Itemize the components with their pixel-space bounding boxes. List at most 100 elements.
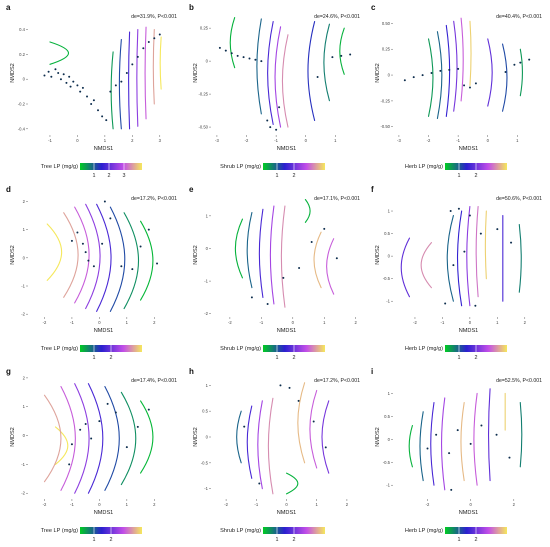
x-tick-label: -2 — [43, 320, 47, 325]
panel-b: b -3 -2 -1 0 1 0.25 0 -0.25 -0.50 NMDS1 NMDS2 de=24.… — [189, 3, 363, 179]
x-tick-label: 0 — [292, 320, 295, 325]
x-tick-label: 2 — [524, 320, 527, 325]
sample-point — [97, 109, 100, 112]
panel-letter: a — [6, 3, 11, 12]
legend-tick-label: 1 — [458, 355, 461, 361]
y-tick-label: 0 — [206, 59, 209, 64]
sample-point — [62, 73, 65, 76]
contour-line — [460, 402, 465, 482]
x-tick-label: 1 — [126, 320, 129, 325]
contour-line — [285, 472, 299, 495]
sample-point — [98, 420, 101, 423]
panel-c: c -3 -2 -1 0 1 0.50 0.25 0 -0.25 -0.50 NMDS1 NMDS2 de… — [371, 3, 545, 179]
y-tick-label: 1 — [206, 213, 209, 218]
sample-point — [349, 53, 352, 56]
contour-line — [123, 212, 139, 310]
sample-point — [450, 488, 453, 491]
y-tick-label: 0 — [23, 255, 26, 260]
contour-line — [236, 410, 242, 464]
x-tick-label: 1 — [516, 138, 519, 143]
sample-point — [120, 265, 123, 268]
x-tick-label: 1 — [323, 320, 326, 325]
sample-point — [279, 384, 282, 387]
contour-line — [109, 206, 126, 312]
sample-point — [421, 74, 424, 77]
sample-point — [331, 56, 334, 59]
sample-point — [81, 242, 84, 245]
sample-point — [508, 456, 511, 459]
sample-point — [457, 207, 460, 210]
x-tick-label: -1 — [441, 320, 445, 325]
x-axis-title: NMDS1 — [277, 510, 297, 516]
sample-point — [335, 257, 338, 260]
panel-h: h -2 -1 0 1 2 1 0.5 0 -0.5 -1 NMDS1 NMDS2 de=17.2%, P… — [189, 367, 363, 543]
contour-line — [118, 38, 122, 130]
sample-point — [114, 411, 117, 414]
sample-point — [87, 259, 90, 262]
sample-point — [250, 296, 253, 299]
sample-point — [156, 262, 159, 265]
legend-tick-label: 2 — [293, 173, 296, 179]
sample-point — [136, 425, 139, 428]
panel-i: i -2 0 2 1 0.5 0 -0.5 -1 NMDS1 NMDS2 de=52.5%, P<0.… — [371, 367, 545, 543]
sample-point — [510, 241, 513, 244]
legend-colorbar — [80, 163, 142, 170]
x-tick-label: 3 — [159, 138, 162, 143]
sample-point — [84, 251, 87, 254]
contour-line — [408, 424, 413, 468]
sample-point — [469, 442, 472, 445]
sample-point — [158, 33, 161, 36]
contour-line — [269, 205, 275, 305]
sample-point — [139, 245, 142, 248]
contour-line — [501, 43, 508, 112]
sample-point — [439, 69, 442, 72]
stat-annotation: de=31.9%, P<0.001 — [131, 14, 177, 20]
panel-letter: c — [371, 3, 376, 12]
sample-point — [412, 76, 415, 79]
y-tick-label: 0.4 — [19, 27, 25, 32]
sample-point — [76, 84, 79, 87]
sample-point — [448, 68, 451, 71]
sample-point — [218, 46, 221, 49]
x-tick-label: -2 — [228, 320, 232, 325]
sample-point — [324, 446, 327, 449]
x-axis-title: NMDS1 — [94, 328, 114, 334]
x-axis-title: NMDS1 — [459, 510, 479, 516]
sample-point — [310, 240, 313, 243]
contour-line — [49, 41, 70, 65]
sample-point — [68, 463, 71, 466]
x-tick-label: 0 — [305, 138, 308, 143]
legend-tick-label: 1 — [93, 355, 96, 361]
contour-line — [280, 205, 286, 308]
y-tick-label: -1 — [21, 462, 25, 467]
sample-point — [90, 103, 93, 105]
y-tick-label: 1 — [23, 404, 26, 409]
sample-point — [430, 72, 433, 74]
sample-point — [474, 304, 477, 307]
contour-line — [96, 203, 112, 312]
panel-letter: g — [6, 367, 11, 376]
x-tick-label: -2 — [427, 138, 431, 143]
panel-a: a -1 0 1 2 3 -0.4 -0.2 0 0.2 0.4 NMDS1 NMDS2 de=31.9%… — [6, 3, 180, 179]
contour-line — [339, 27, 345, 75]
contour-line — [469, 20, 472, 86]
y-tick-label: 0.25 — [382, 47, 391, 52]
y-tick-label: -2 — [21, 491, 25, 496]
y-tick-label: -2 — [21, 312, 25, 317]
y-axis-title: NMDS2 — [193, 63, 199, 83]
contour-line — [446, 214, 454, 302]
sample-point — [504, 70, 507, 73]
contour-line — [257, 400, 263, 490]
sample-point — [266, 119, 269, 122]
stat-annotation: de=50.6%, P<0.001 — [496, 196, 542, 202]
contour-line — [159, 36, 162, 90]
y-tick-label: 0.50 — [382, 21, 391, 26]
contour-line — [519, 402, 523, 468]
sample-point — [297, 399, 300, 402]
sample-point — [242, 56, 245, 59]
x-tick-label: 1 — [104, 138, 107, 143]
sample-point — [513, 63, 516, 66]
y-tick-label: 0 — [23, 77, 26, 82]
legend-tick-label: 1 — [93, 537, 96, 543]
x-tick-label: 2 — [513, 502, 516, 507]
